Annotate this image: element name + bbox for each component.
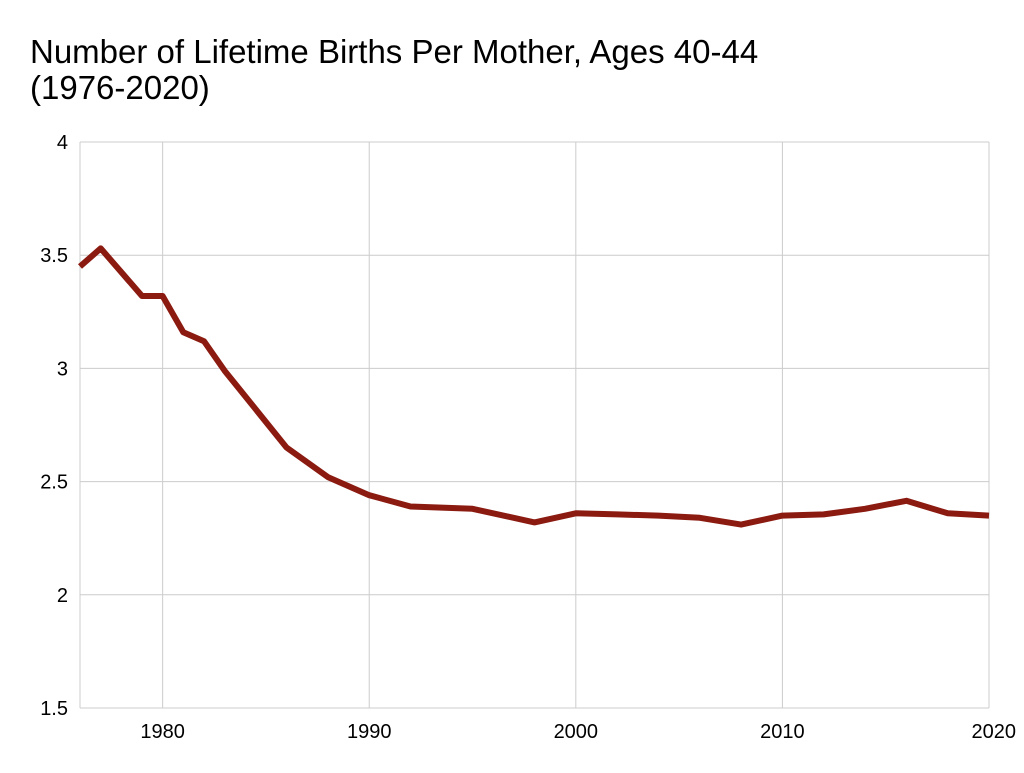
y-tick-label: 3.5 bbox=[40, 245, 68, 267]
y-tick-label: 2.5 bbox=[40, 472, 68, 494]
x-axis-tick-labels: 1980 1990 2000 2010 2020 bbox=[140, 721, 1016, 743]
y-tick-label: 2 bbox=[57, 585, 68, 607]
y-tick-label: 4 bbox=[57, 132, 68, 154]
data-series bbox=[78, 245, 990, 528]
y-tick-label: 1.5 bbox=[40, 698, 68, 720]
chart-subtitle: (1976-2020) bbox=[30, 69, 210, 107]
y-tick-label: 3 bbox=[57, 358, 68, 380]
x-tick-label: 1980 bbox=[140, 721, 185, 743]
series-line bbox=[78, 245, 990, 528]
chart-title: Number of Lifetime Births Per Mother, Ag… bbox=[30, 33, 759, 107]
x-tick-label: 2010 bbox=[760, 721, 805, 743]
x-tick-label: 2020 bbox=[972, 721, 1017, 743]
grid-lines bbox=[79, 141, 990, 709]
y-axis-tick-labels: 1.5 2 2.5 3 3.5 4 bbox=[40, 132, 68, 720]
x-tick-label: 2000 bbox=[554, 721, 599, 743]
x-tick-label: 1990 bbox=[347, 721, 392, 743]
chart-title-main: Number of Lifetime Births Per Mother, Ag… bbox=[30, 33, 759, 70]
